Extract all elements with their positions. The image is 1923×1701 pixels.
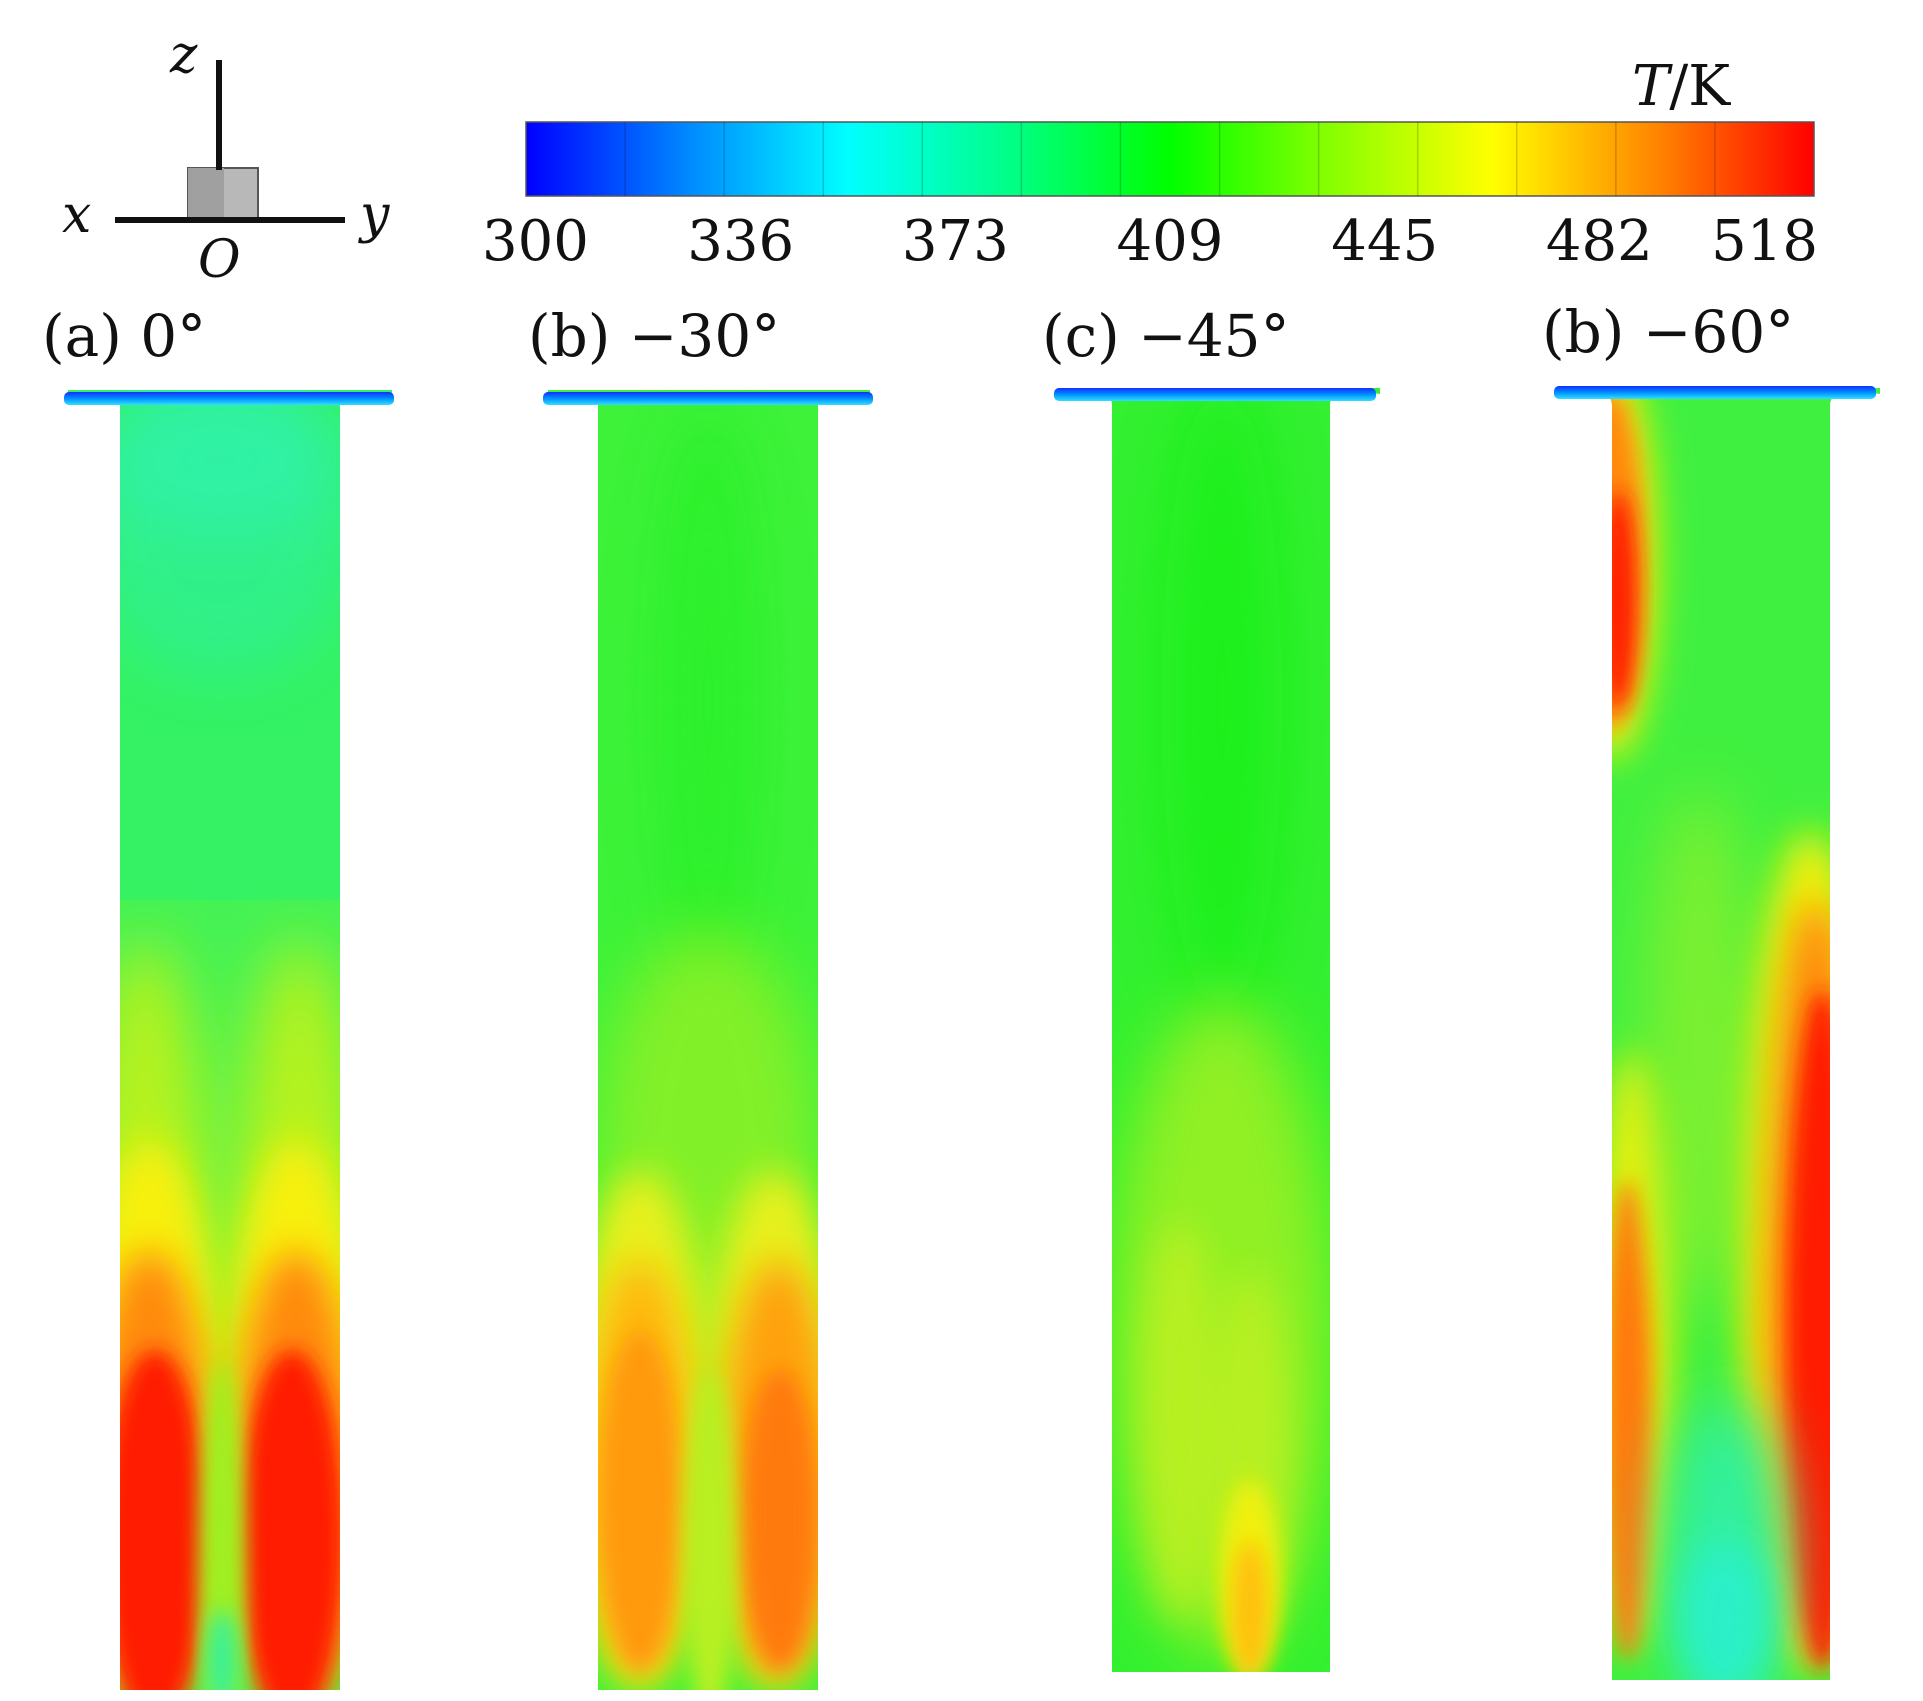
colorbar-title-unit: /K (1669, 54, 1731, 119)
colorbar-tick-label: 300 (482, 209, 589, 274)
contour-panel-b (543, 390, 873, 1690)
colorbar-tick-label: 445 (1331, 209, 1438, 274)
panel-label-d: (b) −60° (1542, 298, 1794, 366)
colorbar-tick-labels: 300 336 373 409 445 482 518 (482, 209, 1818, 274)
colorbar-tick-label: 373 (902, 209, 1009, 274)
panel-label-b: (b) −30° (528, 302, 780, 370)
contour-panel-d (1554, 386, 1880, 1680)
colorbar-tick-label: 336 (687, 209, 794, 274)
colorbar-title: T/K (1632, 54, 1731, 119)
panel-b-inlet-cap (543, 392, 873, 405)
colorbar-title-variable: T (1632, 54, 1673, 119)
colorbar-band-separators (624, 122, 1716, 196)
coordinate-axes-icon: z x y O (62, 25, 390, 290)
panel-label-c: (c) −45° (1042, 302, 1290, 370)
z-axis-label: z (169, 25, 198, 85)
colorbar-tick-label: 482 (1546, 209, 1653, 274)
panel-d-inlet-cap (1554, 386, 1876, 399)
panel-c-inlet-cap (1054, 388, 1376, 401)
colorbar: T/K 300 336 373 409 445 482 518 (482, 54, 1818, 274)
panel-a-inlet-cap (64, 392, 394, 405)
panel-label-a: (a) 0° (42, 302, 206, 370)
colorbar-tick-label: 518 (1711, 209, 1818, 274)
x-axis-label: x (62, 185, 91, 245)
axes-origin-block-face (188, 168, 224, 220)
y-axis-label: y (358, 185, 390, 245)
origin-label: O (198, 230, 241, 290)
colorbar-tick-label: 409 (1117, 209, 1224, 274)
contour-panel-a (64, 390, 394, 1690)
colorbar-gradient (525, 121, 1815, 197)
contour-panel-c (1054, 388, 1380, 1672)
